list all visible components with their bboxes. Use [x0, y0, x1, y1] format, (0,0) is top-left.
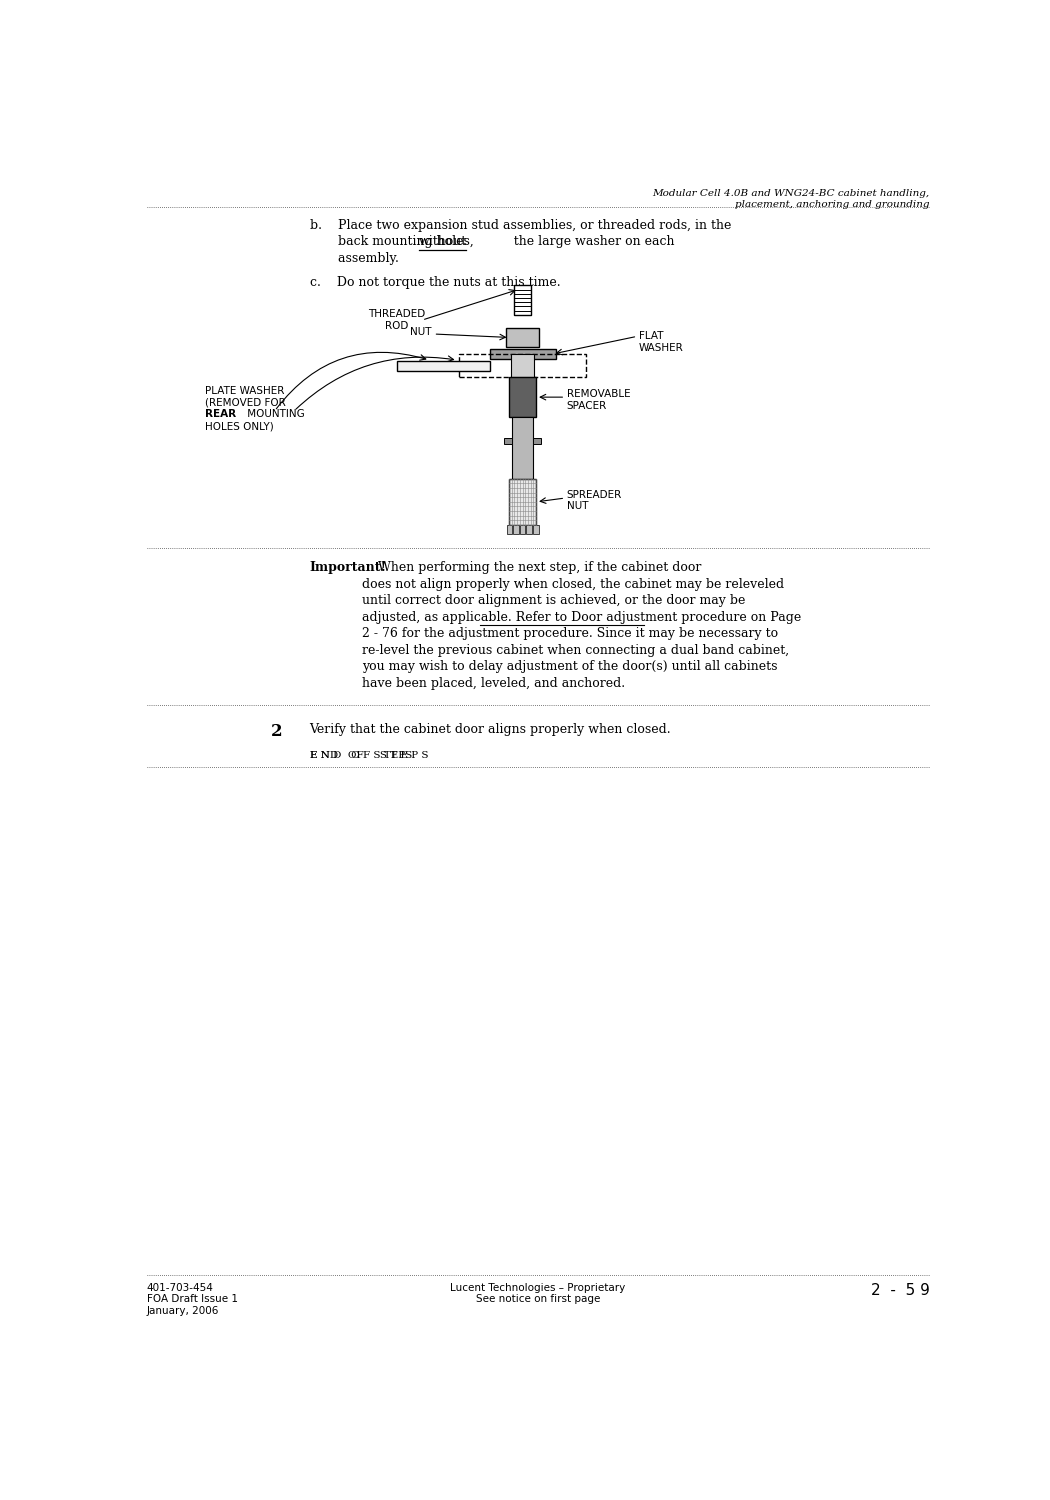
Bar: [514, 285, 531, 315]
Text: b.    Place two expansion stud assemblies, or threaded rods, in the: b. Place two expansion stud assemblies, …: [310, 219, 731, 231]
Text: When performing the next step, if the cabinet door: When performing the next step, if the ca…: [362, 561, 701, 574]
Text: HOLES ONLY): HOLES ONLY): [205, 422, 274, 430]
Text: have been placed, leveled, and anchored.: have been placed, leveled, and anchored.: [362, 676, 626, 690]
Text: Important!: Important!: [310, 561, 386, 574]
Text: you may wish to delay adjustment of the door(s) until all cabinets: you may wish to delay adjustment of the …: [362, 660, 778, 674]
Text: until correct door alignment is achieved, or the door may be: until correct door alignment is achieved…: [362, 594, 746, 608]
Text: without: without: [419, 236, 467, 249]
Bar: [511, 417, 533, 478]
Text: FLAT
WASHER: FLAT WASHER: [638, 332, 684, 352]
Bar: [397, 362, 490, 370]
Text: SPREADER
NUT: SPREADER NUT: [567, 489, 622, 512]
Text: Verify that the cabinet door aligns properly when closed.: Verify that the cabinet door aligns prop…: [310, 723, 671, 736]
Bar: [489, 350, 555, 358]
Bar: [526, 525, 532, 534]
Text: Modular Cell 4.0B and WNG24-BC cabinet handling,
placement, anchoring and ground: Modular Cell 4.0B and WNG24-BC cabinet h…: [652, 189, 929, 209]
Text: 401-703-454
FOA Draft Issue 1
January, 2006: 401-703-454 FOA Draft Issue 1 January, 2…: [147, 1282, 237, 1316]
Text: REAR: REAR: [205, 410, 236, 420]
Bar: [509, 376, 537, 417]
Text: adjusted, as applicable. Refer to Door adjustment procedure on Page: adjusted, as applicable. Refer to Door a…: [362, 610, 801, 624]
Text: (REMOVED FOR: (REMOVED FOR: [205, 398, 286, 408]
Bar: [509, 478, 537, 525]
Text: MOUNTING: MOUNTING: [244, 410, 304, 420]
Bar: [504, 438, 511, 444]
Text: back mounting holes,          the large washer on each: back mounting holes, the large washer on…: [310, 236, 674, 249]
Text: re-level the previous cabinet when connecting a dual band cabinet,: re-level the previous cabinet when conne…: [362, 644, 790, 657]
Text: REMOVABLE
SPACER: REMOVABLE SPACER: [567, 390, 630, 411]
Bar: [532, 525, 539, 534]
Text: does not align properly when closed, the cabinet may be releveled: does not align properly when closed, the…: [362, 578, 784, 591]
Text: Lucent Technologies – Proprietary
See notice on first page: Lucent Technologies – Proprietary See no…: [450, 1282, 626, 1304]
Text: PLATE WASHER: PLATE WASHER: [205, 387, 285, 396]
Bar: [507, 525, 512, 534]
Bar: [511, 354, 534, 376]
Text: E N D   O F   S T E P S: E N D O F S T E P S: [310, 752, 428, 760]
Text: c.    Do not torque the nuts at this time.: c. Do not torque the nuts at this time.: [310, 276, 560, 290]
Bar: [520, 525, 525, 534]
Text: 2 - 76 for the adjustment procedure. Since it may be necessary to: 2 - 76 for the adjustment procedure. Sin…: [362, 627, 778, 640]
Text: assembly.: assembly.: [310, 252, 398, 266]
Bar: [459, 354, 586, 376]
Text: 2: 2: [271, 723, 282, 740]
Text: NUT: NUT: [411, 327, 432, 338]
Bar: [506, 328, 539, 346]
Bar: [513, 525, 519, 534]
Text: 2  -  5 9: 2 - 5 9: [870, 1282, 929, 1298]
Text: E ND   OF   S TEPS: E ND OF S TEPS: [310, 752, 412, 760]
Text: THREADED
ROD: THREADED ROD: [368, 309, 425, 332]
Bar: [533, 438, 541, 444]
